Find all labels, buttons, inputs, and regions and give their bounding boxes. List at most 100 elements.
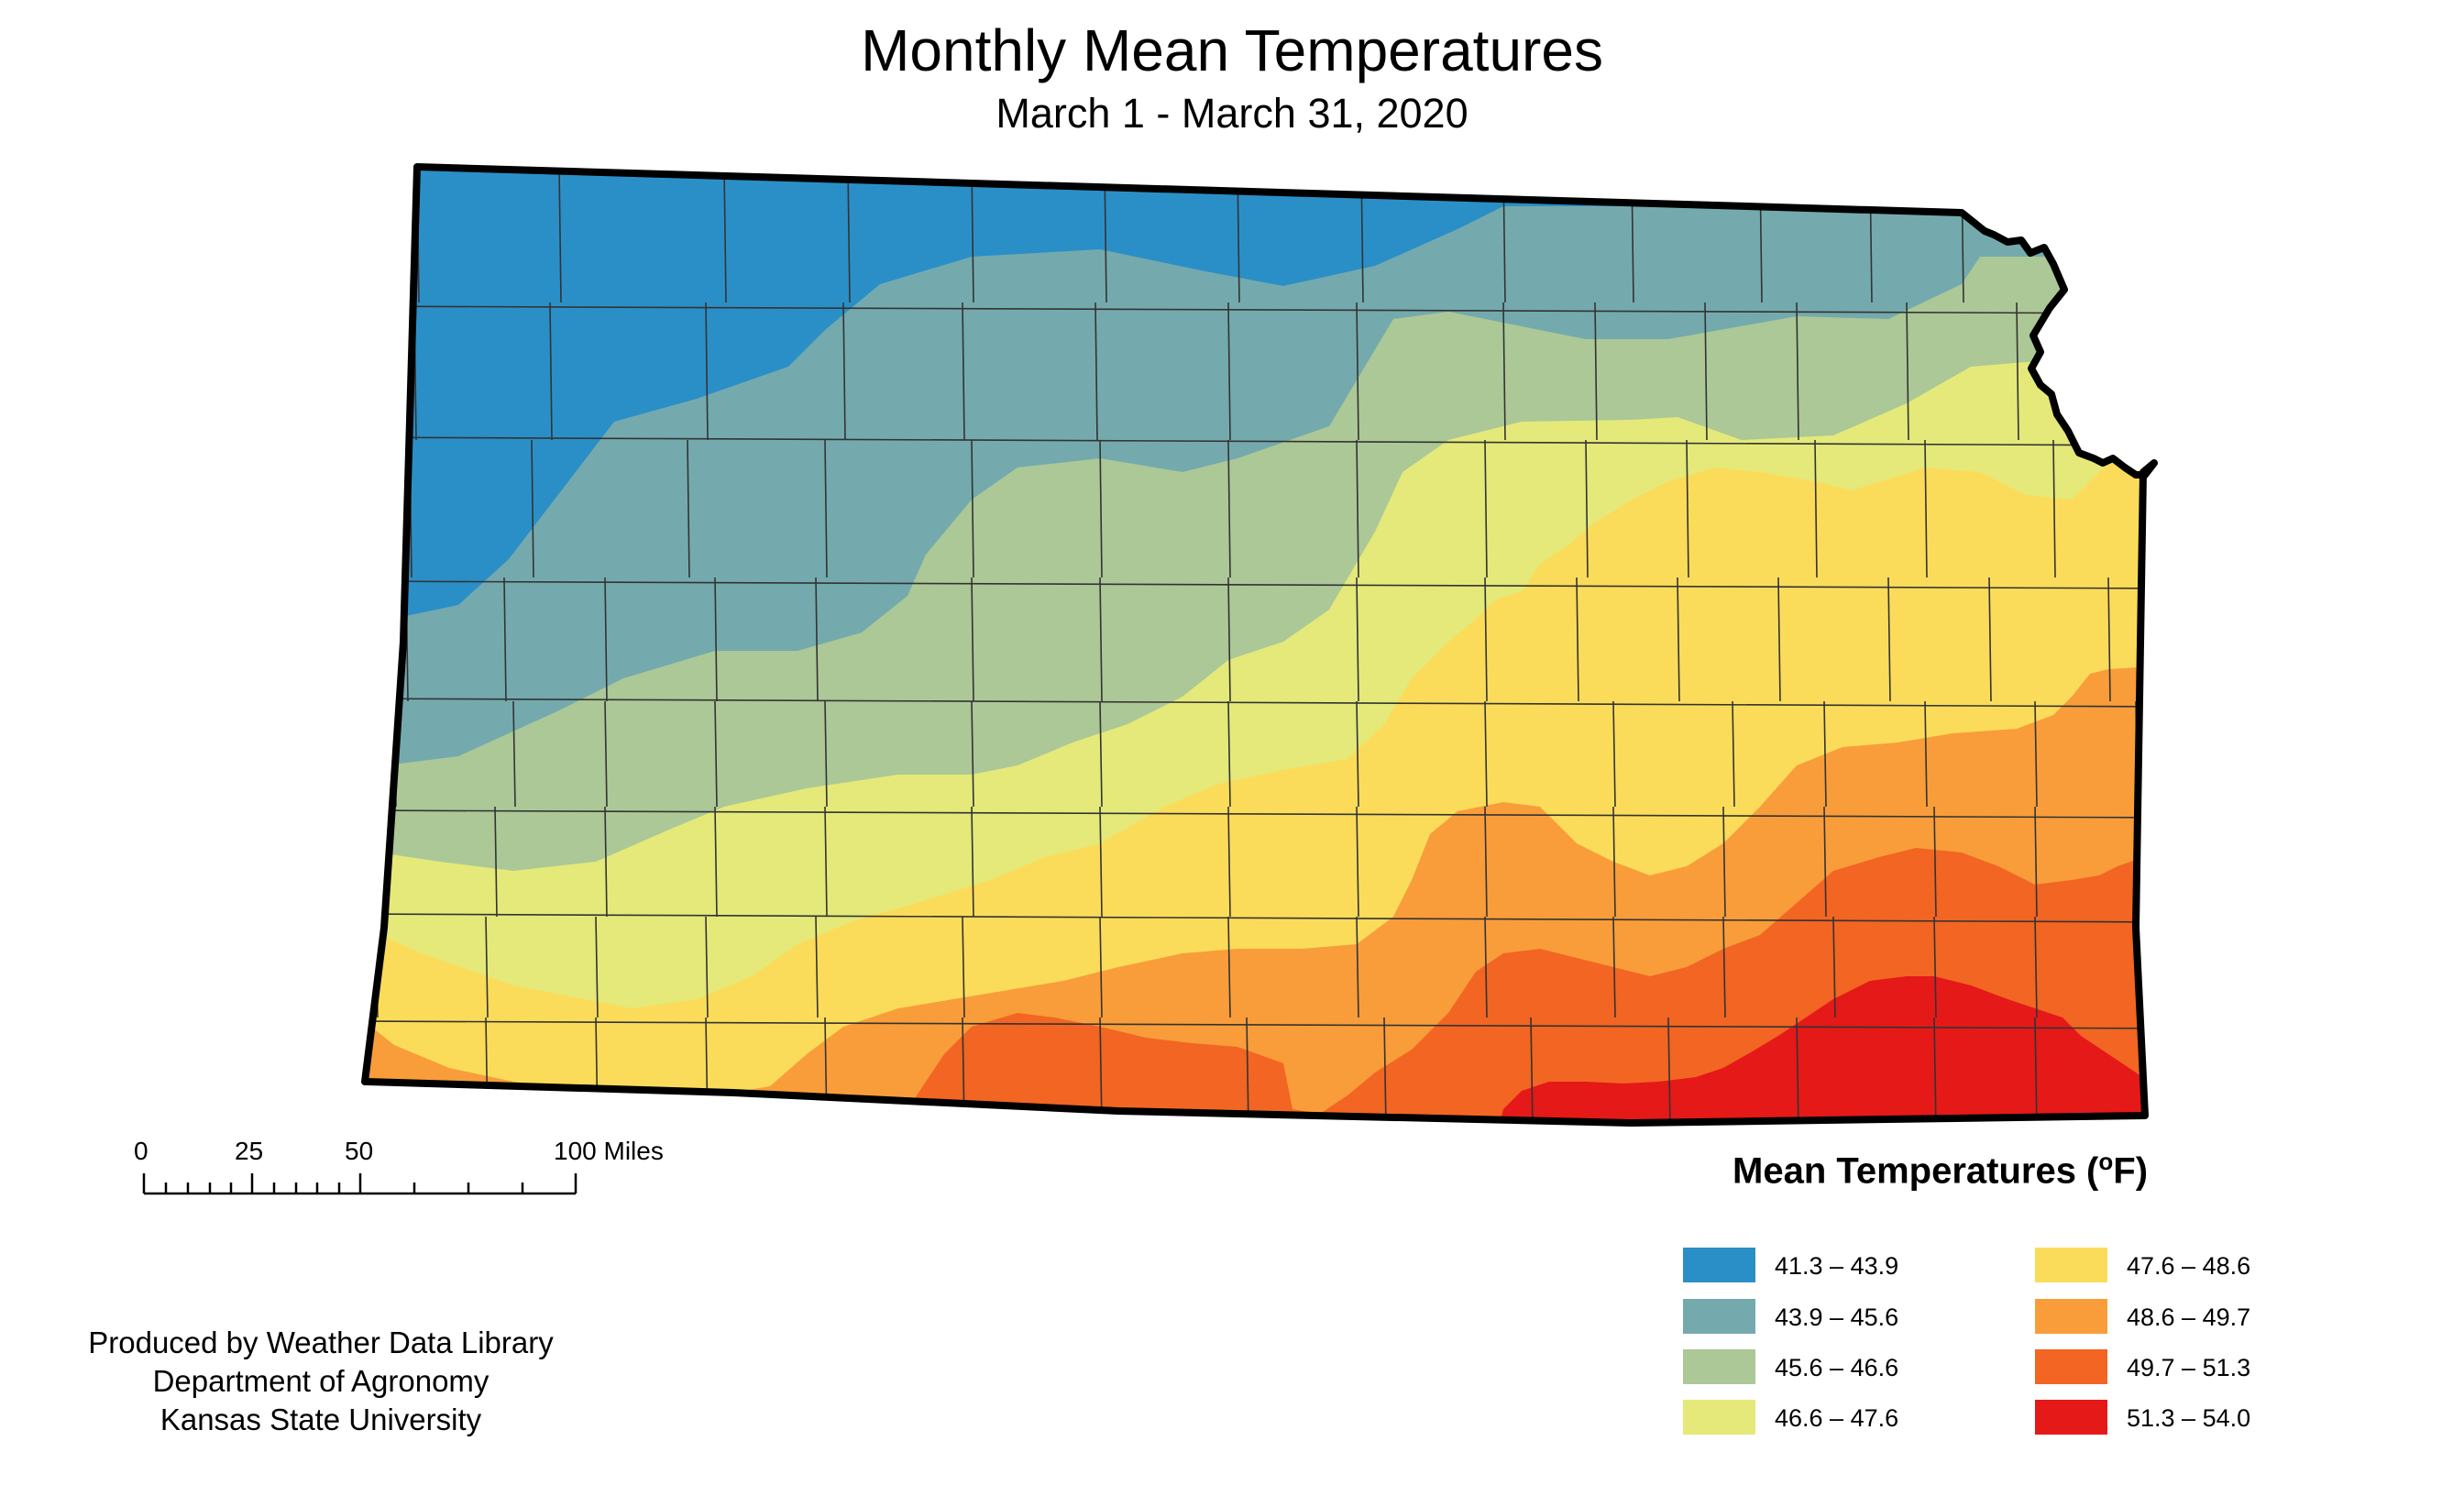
county-line xyxy=(1732,700,1735,808)
county-line xyxy=(1227,916,1231,1018)
county-line xyxy=(1924,700,1928,808)
scale-label-50: 50 xyxy=(345,1137,374,1165)
legend-swatch-6 xyxy=(2035,1299,2107,1334)
county-line xyxy=(1227,806,1231,918)
county-line xyxy=(714,806,718,918)
county-line xyxy=(1667,1017,1671,1123)
county-line xyxy=(1530,1017,1534,1123)
county-line xyxy=(1484,806,1488,918)
credit-line-3: Kansas State University xyxy=(160,1402,482,1436)
legend-label-6: 48.6 – 49.7 xyxy=(2127,1304,2251,1331)
county-line xyxy=(815,577,819,702)
county-line xyxy=(687,439,690,578)
county-line xyxy=(1612,916,1616,1018)
county-line xyxy=(815,916,819,1018)
county-line xyxy=(1722,806,1726,918)
county-line xyxy=(1227,700,1231,808)
county-line xyxy=(365,580,2154,589)
county-line xyxy=(1484,439,1488,578)
county-line xyxy=(1099,916,1103,1018)
county-line xyxy=(365,809,2154,819)
county-line xyxy=(2052,439,2056,578)
legend-swatch-4 xyxy=(1683,1400,1755,1435)
county-line xyxy=(971,700,974,808)
scale-label-100: 100 Miles xyxy=(554,1137,664,1165)
county-line xyxy=(1722,916,1726,1018)
legend-swatch-8 xyxy=(2035,1400,2107,1435)
county-line xyxy=(549,302,553,441)
county-line xyxy=(971,439,974,578)
county-line xyxy=(365,698,2154,708)
county-line xyxy=(1356,806,1359,918)
county-line xyxy=(2016,302,2019,441)
county-line xyxy=(1612,700,1616,808)
legend-label-8: 51.3 – 54.0 xyxy=(2127,1404,2251,1432)
legend-label-2: 43.9 – 45.6 xyxy=(1775,1304,1899,1331)
county-line xyxy=(604,700,608,808)
scale-label-25: 25 xyxy=(235,1137,264,1165)
legend-swatch-3 xyxy=(1683,1349,1755,1384)
county-line xyxy=(1356,439,1359,578)
county-line xyxy=(1484,577,1488,702)
legend-swatch-1 xyxy=(1683,1248,1755,1282)
scale-label-0: 0 xyxy=(134,1137,148,1165)
county-line xyxy=(1594,302,1598,441)
legend-title: Mean Temperatures (oF) xyxy=(1732,1148,2149,1192)
county-line xyxy=(1099,439,1103,578)
legend-label-4: 46.6 – 47.6 xyxy=(1775,1404,1899,1432)
county-line xyxy=(1099,700,1103,808)
legend-label-7: 49.7 – 51.3 xyxy=(2127,1354,2251,1381)
county-line xyxy=(503,577,507,702)
county-line xyxy=(714,700,718,808)
county-line xyxy=(723,167,727,303)
county-line xyxy=(1612,806,1616,918)
county-line xyxy=(847,167,851,303)
legend-label-1: 41.3 – 43.9 xyxy=(1775,1252,1899,1280)
county-line xyxy=(485,916,489,1018)
county-line xyxy=(2034,1017,2038,1123)
state-border xyxy=(361,163,2158,1127)
county-line xyxy=(531,439,534,578)
county-line xyxy=(1933,916,1937,1018)
legend-swatch-5 xyxy=(2035,1248,2107,1282)
county-line xyxy=(1227,302,1231,441)
county-line xyxy=(1356,700,1359,808)
county-line xyxy=(1099,806,1103,918)
credits: Produced by Weather Data Library Departm… xyxy=(55,1324,587,1439)
temperature-bands xyxy=(365,167,2154,1123)
county-line xyxy=(824,806,828,918)
county-line xyxy=(1576,577,1579,702)
county-line xyxy=(824,700,828,808)
county-line xyxy=(1933,806,1937,918)
county-line xyxy=(971,167,974,303)
county-line xyxy=(365,913,2154,923)
county-line xyxy=(1502,302,1506,441)
legend-label-3: 45.6 – 46.6 xyxy=(1775,1354,1899,1381)
county-line xyxy=(705,302,709,441)
legend-swatch-7 xyxy=(2035,1349,2107,1384)
scale-bar xyxy=(142,1173,578,1195)
county-line xyxy=(1832,916,1836,1018)
county-line xyxy=(705,916,709,1018)
county-line xyxy=(962,916,965,1018)
county-line xyxy=(1796,1017,1799,1123)
county-line xyxy=(365,1020,2154,1029)
county-line xyxy=(1356,577,1359,702)
county-line xyxy=(512,700,516,808)
county-line xyxy=(1227,439,1231,578)
county-line xyxy=(714,577,718,702)
legend-label-5: 47.6 – 48.6 xyxy=(2127,1252,2251,1280)
map-title: Monthly Mean Temperatures xyxy=(861,17,1603,83)
county-lines xyxy=(365,167,2154,1123)
county-line xyxy=(558,167,562,303)
county-line xyxy=(1988,577,1992,702)
county-line xyxy=(365,436,2154,446)
credit-line-1: Produced by Weather Data Library xyxy=(88,1326,554,1359)
county-line xyxy=(842,302,846,441)
county-line xyxy=(1924,439,1928,578)
county-line xyxy=(1704,302,1708,441)
county-line xyxy=(1887,577,1891,702)
county-line xyxy=(365,305,2154,314)
